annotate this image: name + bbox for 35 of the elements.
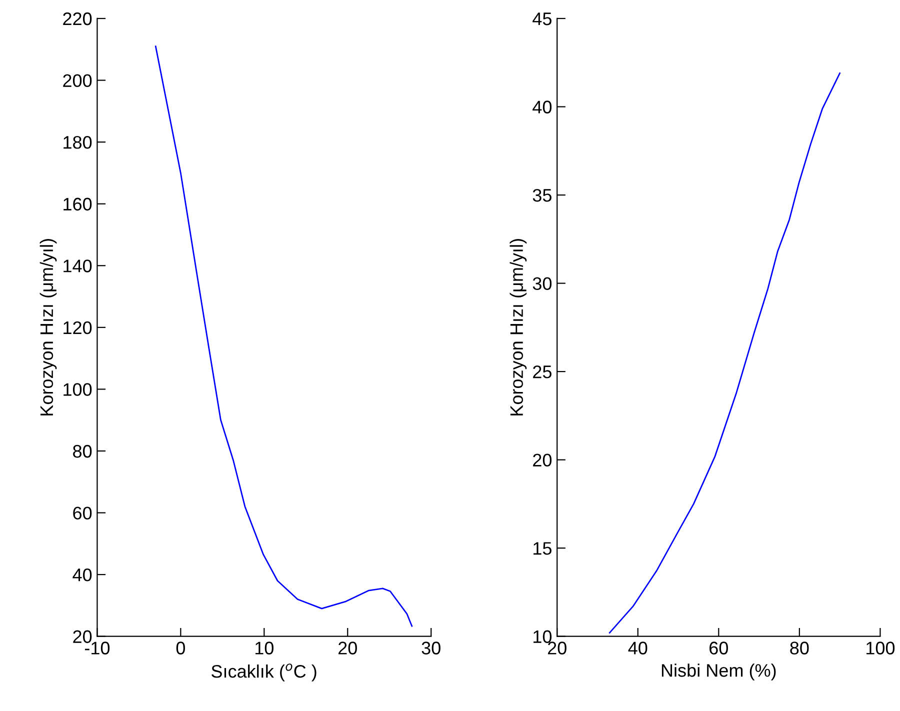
y-tick-label: 180 [64, 136, 92, 149]
y-tick-label: 80 [73, 444, 92, 458]
x-tick-label: 0 [176, 642, 185, 654]
y-tick-label: 200 [63, 74, 92, 87]
x-tick-label: 60 [710, 642, 728, 654]
x-axis-title: Sıcaklık ($^{o}$C ) [212, 664, 316, 682]
line-series [154, 46, 413, 627]
y-tick-label: 25 [533, 365, 552, 378]
x-tick-label: 20 [338, 642, 357, 654]
y-tick-label: 40 [532, 100, 552, 114]
y-tick-label: 220 [63, 12, 92, 26]
y-tick-label: 10 [534, 630, 552, 644]
x-axis-title: Nisbi Nem (%) [662, 664, 776, 680]
y-tick-label: 30 [532, 277, 552, 290]
y-tick-label: 140 [64, 260, 92, 272]
y-tick-label: 120 [64, 321, 92, 334]
x-tick-label: 80 [790, 642, 809, 654]
y-tick-label: 100 [64, 383, 92, 396]
x-tick-label: 10 [255, 642, 274, 654]
x-tick-label: 20 [548, 642, 566, 654]
y-tick-label: 15 [534, 542, 552, 555]
x-tick-label: 40 [628, 642, 648, 654]
y-tick-label: 45 [532, 12, 552, 26]
y-tick-label: 40 [72, 568, 92, 582]
x-tick-label: 100 [866, 642, 895, 654]
y-tick-label: 20 [73, 630, 92, 644]
y-axis-title: Korozyon Hızı (μm/yıl) [40, 239, 57, 416]
y-tick-label: 160 [64, 198, 92, 211]
x-tick-label: -10 [84, 642, 110, 654]
y-tick-label: 20 [533, 454, 552, 467]
y-axis-title: Korozyon Hızı (μm/yıl) [510, 239, 527, 416]
y-tick-label: 60 [73, 506, 92, 520]
x-tick-label: 30 [422, 642, 440, 654]
line-series [608, 72, 841, 634]
y-tick-label: 35 [532, 188, 552, 202]
